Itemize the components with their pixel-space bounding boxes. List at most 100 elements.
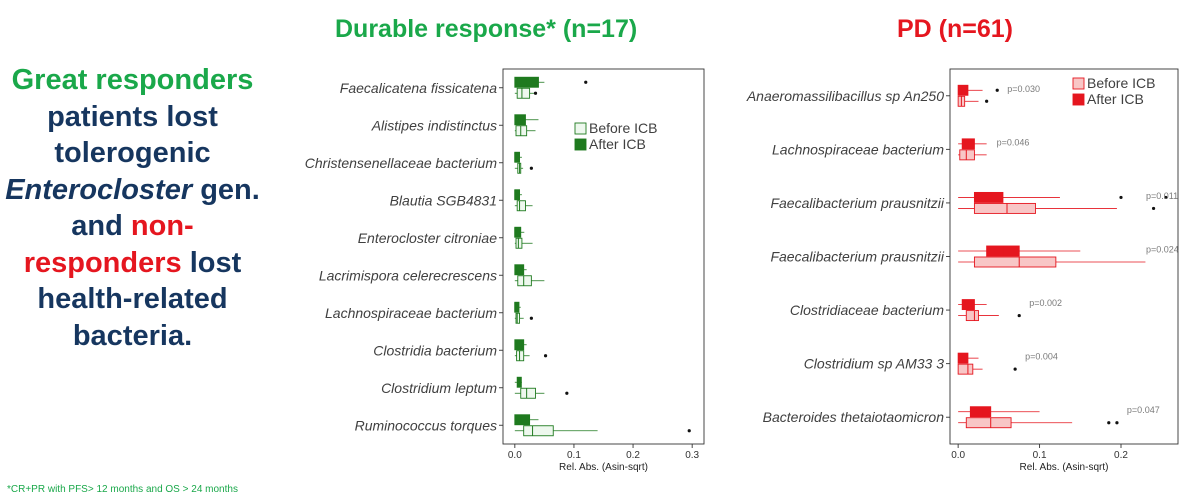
dr-before-icb-outlier [533,91,538,95]
summary-non: non- [130,210,194,242]
summary-line-1: Great responders [11,64,254,96]
pd-category-label: Clostridiaceae bacterium [790,302,944,318]
dr-category-label: Lachnospiraceae bacterium [325,305,497,321]
dr-category-label: Alistipes indistinctus [371,117,497,133]
dr-after-icb-outlier [584,80,588,84]
dr-x-tick-label: 0.3 [685,450,699,461]
pd-after-icb-outlier [1119,195,1123,200]
pd-p-value: p=0.024 [1146,245,1179,255]
dr-category-label: Christensenellaceae bacterium [305,155,498,171]
dr-x-tick-label: 0.0 [508,450,522,461]
dr-before-icb-box [515,125,528,137]
dr-legend-before-label: Before ICB [589,120,657,136]
dr-after-icb-box [514,339,525,351]
dr-before-icb-outlier [565,391,569,395]
pd-x-tick-label: 0.0 [951,450,965,461]
summary-line-5: and non- [0,208,265,245]
durable-response-title: Durable response* (n=17) [335,15,638,43]
pd-before-icb-outlier [1107,421,1111,425]
dr-before-icb-box [516,350,525,362]
dr-after-icb-box [514,151,521,163]
dr-after-icb-box [514,226,522,238]
dr-x-axis-title: Rel. Abs. (Asin-sqrt) [559,462,648,473]
pd-title: PD (n=61) [897,15,1014,43]
pd-p-value: p=0.011 [1146,191,1178,201]
dr-after-icb-box [514,414,531,426]
pd-category-label: Faecalibacterium prausnitzii [770,249,944,265]
dr-after-icb-box [514,301,520,313]
summary-genus: Enterocloster [5,173,193,206]
summary-lost: lost [181,246,242,279]
dr-x-tick-label: 0.2 [626,450,640,461]
pd-after-icb-box [957,352,969,364]
pd-category-label: Anaeromassilibacillus sp An250 [746,88,944,104]
dr-category-label: Clostridium leptum [381,380,497,396]
dr-before-icb-box [516,200,526,212]
summary-text: Great responders patients lost tolerogen… [0,62,265,354]
pd-before-icb-box [957,363,974,375]
pd-before-icb-box [973,202,1036,214]
dr-before-icb-box [515,237,523,249]
pd-p-value: p=0.002 [1029,298,1062,308]
dr-before-icb-box [515,312,521,324]
pd-x-tick-label: 0.1 [1033,450,1047,461]
dr-category-label: Ruminococcus torques [355,417,497,433]
dr-after-icb-box [514,114,526,126]
pd-legend-after-label: After ICB [1087,91,1144,107]
dr-category-label: Faecalicatena fissicatena [340,80,497,96]
pd-p-value: p=0.047 [1127,405,1160,415]
pd-after-icb-box [969,406,992,418]
summary-line-3: tolerogenic [54,137,211,169]
pd-category-label: Clostridium sp AM33 3 [804,356,945,372]
pd-p-value: p=0.004 [1025,352,1058,362]
pd-before-icb-box [965,310,979,322]
dr-before-icb-outlier [529,316,533,320]
pd-after-icb-outlier [1164,195,1168,200]
pd-legend-before-swatch [1072,77,1085,90]
pd-before-icb-box [965,417,1012,429]
summary-responders: responders [23,246,182,279]
summary-line-7: health-related [37,283,228,315]
pd-category-label: Lachnospiraceae bacterium [772,141,944,157]
pd-category-label: Faecalibacterium prausnitzii [770,195,944,211]
pd-x-axis-title: Rel. Abs. (Asin-sqrt) [1020,462,1109,473]
pd-before-icb-outlier [1115,421,1119,425]
pd-after-icb-box [957,84,969,96]
summary-and: and [71,210,131,242]
dr-after-icb-box [514,189,521,201]
summary-line-2: patients lost [47,100,218,133]
pd-plot-frame [949,68,1179,445]
pd-before-icb-outlier [1017,313,1021,318]
dr-legend-before-swatch [574,122,587,135]
dr-plot-frame [502,68,705,445]
dr-before-icb-outlier [543,354,548,358]
dr-before-icb-outlier [687,429,691,433]
summary-line-4: Enterocloster gen. [0,172,265,209]
pd-x-tick-label: 0.2 [1114,450,1128,461]
dr-legend-after-swatch [574,138,587,151]
summary-line-8: bacteria. [72,319,193,352]
pd-legend-after-swatch [1072,93,1085,106]
dr-before-icb-outlier [529,166,533,170]
dr-before-icb-box [517,275,532,287]
pd-before-icb-outlier [1013,367,1017,371]
dr-before-icb-box [523,425,554,437]
pd-after-icb-box [973,191,1004,203]
pd-legend-before-label: Before ICB [1087,75,1155,91]
dr-category-label: Enterocloster citroniae [358,230,498,246]
footnote: *CR+PR with PFS> 12 months and OS > 24 m… [7,484,238,495]
dr-after-icb-box [514,264,525,276]
pd-after-icb-outlier [995,88,999,92]
dr-category-label: Blautia SGB4831 [390,192,497,208]
summary-line-6: responders lost [0,245,265,282]
pd-before-icb-outlier [985,99,989,103]
summary-genus-suffix: gen. [192,173,260,206]
pd-before-icb-outlier [1151,206,1156,211]
pd-p-value: p=0.030 [1007,84,1040,94]
pd-before-icb-box [959,149,975,161]
dr-category-label: Clostridia bacterium [373,342,497,358]
dr-category-label: Lacrimispora celerecrescens [319,267,497,283]
dr-before-icb-box [516,87,531,99]
dr-before-icb-box [520,387,536,399]
